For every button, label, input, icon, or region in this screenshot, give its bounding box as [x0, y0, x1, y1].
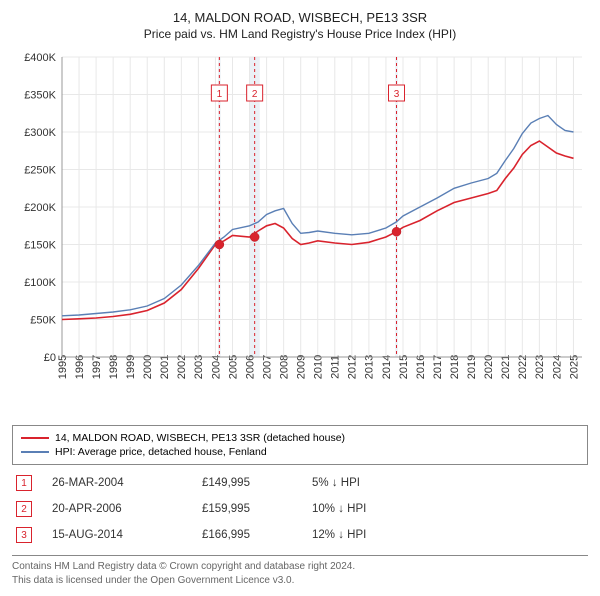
svg-text:2001: 2001 [159, 355, 171, 379]
sale-price: £166,995 [202, 529, 312, 541]
sale-row: 1 26-MAR-2004£149,9955% ↓ HPI [16, 475, 588, 491]
svg-text:2017: 2017 [432, 355, 444, 379]
svg-text:2025: 2025 [568, 355, 580, 379]
svg-text:2008: 2008 [278, 355, 290, 379]
svg-text:2005: 2005 [227, 355, 239, 379]
sale-number-box: 1 [16, 475, 32, 491]
svg-text:2022: 2022 [517, 355, 529, 379]
legend-swatch [21, 437, 49, 439]
title-line-2: Price paid vs. HM Land Registry's House … [12, 27, 588, 41]
svg-text:2006: 2006 [244, 355, 256, 379]
svg-text:2015: 2015 [398, 355, 410, 379]
svg-text:2010: 2010 [313, 355, 325, 379]
svg-text:3: 3 [394, 89, 400, 100]
svg-text:1: 1 [217, 89, 223, 100]
sale-diff: 12% ↓ HPI [312, 529, 366, 541]
svg-text:£100K: £100K [24, 277, 56, 289]
sale-price: £159,995 [202, 503, 312, 515]
sale-row: 2 20-APR-2006£159,99510% ↓ HPI [16, 501, 588, 517]
sale-date: 15-AUG-2014 [52, 529, 202, 541]
sale-number-box: 2 [16, 501, 32, 517]
sale-price: £149,995 [202, 477, 312, 489]
svg-text:2014: 2014 [381, 355, 393, 379]
svg-text:1998: 1998 [108, 355, 120, 379]
svg-text:2024: 2024 [551, 355, 563, 379]
svg-text:£250K: £250K [24, 165, 56, 177]
svg-text:2004: 2004 [210, 355, 222, 379]
legend-swatch [21, 451, 49, 453]
svg-text:2003: 2003 [193, 355, 205, 379]
svg-text:2002: 2002 [176, 355, 188, 379]
sales-table: 1 26-MAR-2004£149,9955% ↓ HPI 2 20-APR-2006… [12, 475, 588, 543]
legend-row: HPI: Average price, detached house, Fenl… [21, 446, 579, 458]
attribution-line-2: This data is licensed under the Open Gov… [12, 574, 588, 588]
svg-text:1999: 1999 [125, 355, 137, 379]
attribution-line-1: Contains HM Land Registry data © Crown c… [12, 560, 588, 574]
attribution: Contains HM Land Registry data © Crown c… [12, 555, 588, 588]
title-line-1: 14, MALDON ROAD, WISBECH, PE13 3SR [12, 10, 588, 25]
legend-row: 14, MALDON ROAD, WISBECH, PE13 3SR (deta… [21, 432, 579, 444]
sale-row: 3 15-AUG-2014£166,99512% ↓ HPI [16, 527, 588, 543]
svg-text:£50K: £50K [30, 315, 56, 327]
sale-diff: 10% ↓ HPI [312, 503, 366, 515]
legend: 14, MALDON ROAD, WISBECH, PE13 3SR (deta… [12, 425, 588, 465]
price-chart: £0 £50K £100K £150K £200K £250K £300K £350K £400… [12, 47, 588, 417]
svg-text:2012: 2012 [347, 355, 359, 379]
svg-text:2018: 2018 [449, 355, 461, 379]
svg-text:£200K: £200K [24, 202, 56, 214]
svg-text:2009: 2009 [296, 355, 308, 379]
svg-text:2023: 2023 [534, 355, 546, 379]
svg-text:2019: 2019 [466, 355, 478, 379]
svg-text:2011: 2011 [330, 355, 342, 379]
svg-text:2020: 2020 [483, 355, 495, 379]
svg-text:2021: 2021 [500, 355, 512, 379]
svg-text:£0: £0 [44, 352, 56, 364]
legend-label: 14, MALDON ROAD, WISBECH, PE13 3SR (deta… [55, 432, 345, 444]
svg-text:£350K: £350K [24, 90, 56, 102]
svg-text:1997: 1997 [91, 355, 103, 379]
svg-text:£400K: £400K [24, 52, 56, 64]
svg-text:2013: 2013 [364, 355, 376, 379]
svg-text:1995: 1995 [57, 355, 69, 379]
sale-diff: 5% ↓ HPI [312, 477, 360, 489]
sale-date: 20-APR-2006 [52, 503, 202, 515]
sale-number-box: 3 [16, 527, 32, 543]
svg-text:2000: 2000 [142, 355, 154, 379]
legend-label: HPI: Average price, detached house, Fenl… [55, 446, 267, 458]
svg-text:£300K: £300K [24, 127, 56, 139]
svg-text:2: 2 [252, 89, 258, 100]
svg-text:£150K: £150K [24, 240, 56, 252]
svg-text:2007: 2007 [261, 355, 273, 379]
sale-date: 26-MAR-2004 [52, 477, 202, 489]
svg-text:2016: 2016 [415, 355, 427, 379]
svg-text:1996: 1996 [74, 355, 86, 379]
